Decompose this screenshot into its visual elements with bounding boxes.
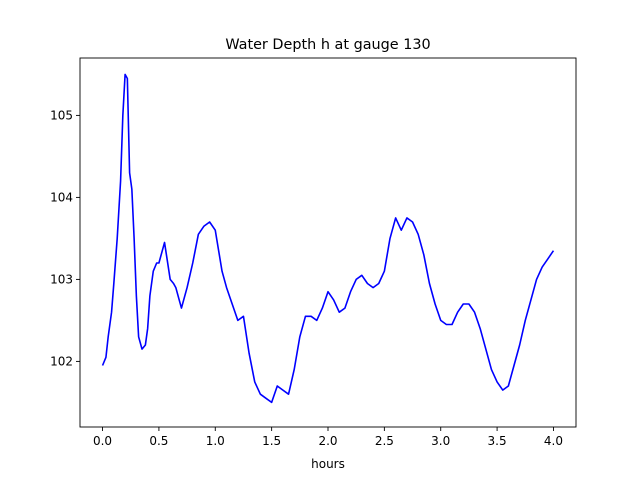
x-axis-label: hours: [311, 457, 345, 471]
x-tick-label: 0.0: [93, 434, 112, 448]
x-tick-label: 1.5: [262, 434, 281, 448]
y-tick-label: 105: [50, 108, 73, 122]
x-tick-label: 0.5: [149, 434, 168, 448]
x-tick-label: 1.0: [206, 434, 225, 448]
x-tick-label: 3.0: [431, 434, 450, 448]
x-tick-label: 4.0: [544, 434, 563, 448]
x-axis: 0.0 0.5 1.0 1.5 2.0 2.5 3.0 3.5 4.0: [93, 427, 563, 448]
x-tick-label: 2.5: [375, 434, 394, 448]
chart-title: Water Depth h at gauge 130: [225, 37, 430, 53]
x-tick-label: 2.0: [318, 434, 337, 448]
y-tick-label: 102: [50, 354, 73, 368]
series-line: [101, 73, 555, 404]
x-tick-label: 3.5: [488, 434, 507, 448]
y-axis: 102 103 104 105: [50, 108, 80, 368]
y-tick-label: 104: [50, 190, 73, 204]
y-tick-label: 103: [50, 272, 73, 286]
